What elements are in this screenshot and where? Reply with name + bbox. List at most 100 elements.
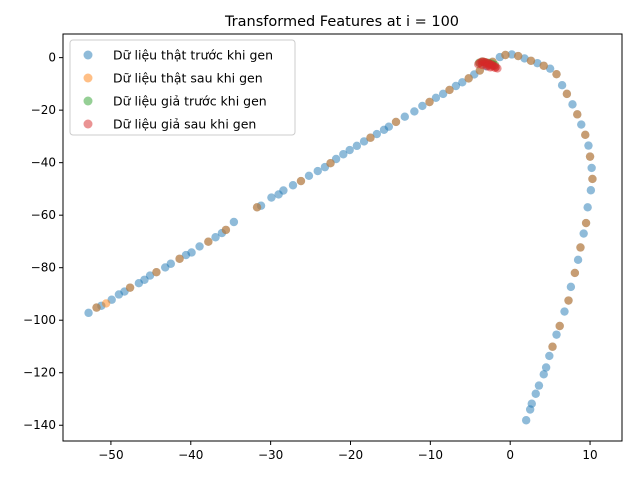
point-s0-78 [583,203,592,212]
point-s1-13 [445,85,454,95]
point-s0-90 [545,351,554,361]
point-s0-69 [568,100,577,109]
legend-label-0: Dữ liệu thật trước khi gen [113,48,273,63]
point-s0-92 [539,370,548,379]
point-s3-19 [486,63,495,72]
point-s0-41 [384,122,394,131]
y-tick-label-6: −120 [23,366,56,380]
point-s0-75 [587,163,596,173]
x-tick-label-1: −40 [178,448,203,462]
point-s1-19 [526,56,536,65]
point-s0-94 [531,389,540,398]
y-tick-label-1: −20 [31,103,56,117]
x-tick-label-0: −50 [98,448,123,462]
point-s1-5 [204,237,213,246]
point-s0-96 [525,405,535,414]
y-tick-label-2: −40 [31,156,56,170]
point-s1-4 [175,254,184,263]
point-s1-26 [588,174,597,184]
point-s1-2 [125,283,135,292]
point-s1-24 [581,130,590,140]
point-s1-10 [366,133,375,142]
point-s1-11 [391,117,401,127]
axes-frame [62,33,623,442]
point-s1-31 [555,321,564,331]
point-s1-29 [570,268,580,278]
point-s1-21 [552,69,561,79]
point-s0-35 [345,145,354,155]
x-tick-label-4: −10 [418,448,443,462]
point-s0-44 [410,107,419,116]
legend-marker-2 [83,96,93,106]
point-s1-27 [581,218,591,228]
legend-marker-0 [83,50,93,60]
point-s0-59 [507,50,516,59]
data-points [84,50,597,425]
point-s1-6 [221,225,231,235]
point-s0-21 [229,217,239,227]
y-tick-label-3: −60 [31,208,56,222]
point-s0-86 [560,307,569,316]
point-s1-7 [252,203,262,212]
point-s1-12 [425,97,434,107]
point-s1-22 [562,89,572,99]
x-axis: −50 −40 −30 −20 −10 0 10 [98,441,598,462]
point-s0-71 [577,120,586,129]
point-s1-17 [501,50,510,60]
point-s0-80 [579,229,588,238]
y-tick-label-4: −80 [31,261,56,275]
legend-label-3: Dữ liệu giả sau khi gen [113,117,256,132]
point-s0-67 [557,81,567,90]
point-s0-50 [451,81,461,91]
y-tick-label-7: −140 [23,418,56,432]
point-s0-34 [339,150,348,159]
point-s0-47 [431,93,441,103]
point-s0-29 [304,171,314,180]
y-tick-label-5: −100 [23,313,56,327]
point-s1-25 [585,152,595,161]
point-s1-3 [152,267,161,277]
point-s0-48 [438,89,448,99]
point-s0-65 [545,64,555,73]
point-s1-30 [564,296,573,305]
point-s0-9 [145,271,155,280]
x-tick-label-2: −30 [258,448,283,462]
point-s0-88 [552,330,561,339]
point-s0-37 [359,137,369,146]
point-s0-39 [372,129,382,139]
legend-marker-3 [83,119,93,129]
legend-marker-1 [83,73,93,83]
point-s0-36 [352,141,362,151]
point-s0-27 [288,181,298,190]
point-s1-9 [326,158,335,168]
point-s1-0 [92,303,101,312]
point-s0-84 [566,282,576,292]
point-s0-24 [267,193,276,202]
point-s1-23 [573,110,582,119]
point-s1-1 [101,299,111,308]
point-s0-63 [533,58,542,68]
legend-box [69,39,296,136]
point-s0-51 [458,78,467,87]
legend-label-1: Dữ liệu thật sau khi gen [113,71,263,86]
point-s1-14 [464,74,473,83]
point-s1-8 [296,176,306,186]
point-s0-45 [418,101,427,111]
point-s0-0 [84,308,93,318]
x-tick-label-5: 0 [506,448,514,462]
point-s0-61 [520,54,529,63]
point-s1-20 [539,61,548,70]
point-s0-97 [521,416,531,425]
point-s0-26 [279,186,288,195]
point-s0-18 [211,233,220,242]
point-s0-93 [534,381,544,390]
point-s0-12 [166,259,176,268]
point-s1-32 [548,342,557,351]
point-s0-82 [573,255,583,265]
legend: Dữ liệu thật trước khi gen Dữ liệu thật s… [69,39,296,136]
point-s1-28 [576,243,585,252]
point-s0-43 [400,112,409,121]
point-s0-16 [195,242,204,251]
point-s0-77 [586,186,596,195]
